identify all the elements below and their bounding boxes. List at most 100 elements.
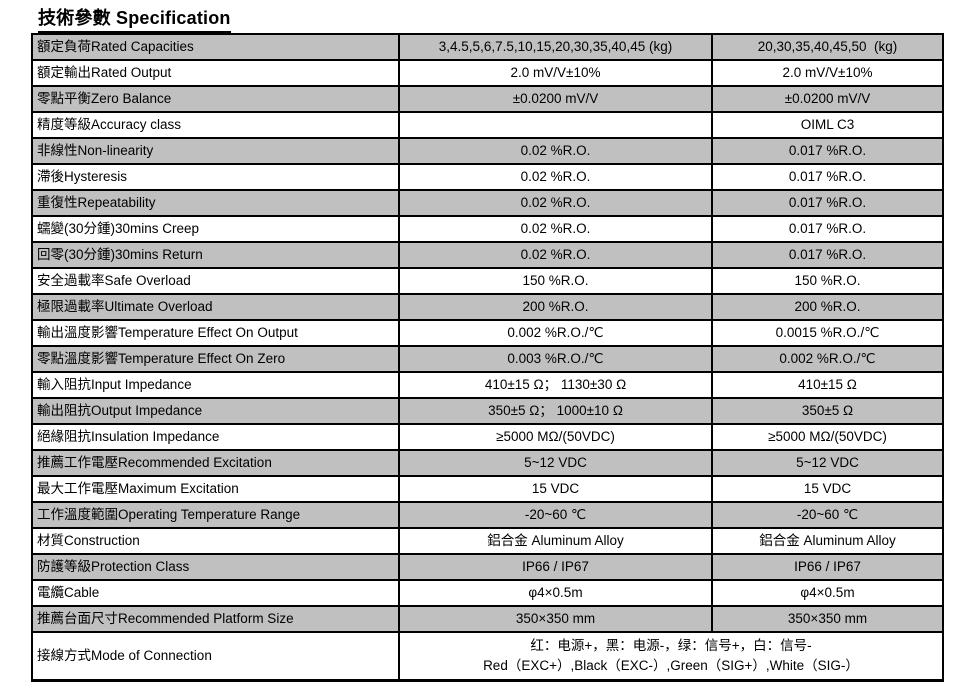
- spec-label: 防護等級Protection Class: [31, 553, 400, 581]
- spec-value-col1: 鋁合金 Aluminum Alloy: [398, 527, 713, 555]
- spec-label: 額定輸出Rated Output: [31, 59, 400, 87]
- spec-label: 蠕變(30分鍾)30mins Creep: [31, 215, 400, 243]
- table-row: 材質Construction 鋁合金 Aluminum Alloy 鋁合金 Alum…: [31, 527, 944, 555]
- spec-value-col1: 2.0 mV/V±10%: [398, 59, 713, 87]
- table-row: 零點平衡Zero Balance ±0.0200 mV/V ±0.0200 mV/V: [31, 85, 944, 113]
- spec-value-col2: 350±5 Ω: [711, 397, 944, 425]
- spec-value-col2: 0.0015 %R.O./℃: [711, 319, 944, 347]
- spec-value-col1: 3,4.5,5,6,7.5,10,15,20,30,35,40,45 (kg): [398, 33, 713, 61]
- spec-value-col2: 5~12 VDC: [711, 449, 944, 477]
- spec-value-col1: ≥5000 MΩ/(50VDC): [398, 423, 713, 451]
- spec-label: 額定負荷Rated Capacities: [31, 33, 400, 61]
- spec-value-col2: 0.017 %R.O.: [711, 189, 944, 217]
- connection-line: Red（EXC+）,Black（EXC-）,Green（SIG+）,White（…: [483, 657, 859, 673]
- spec-value-col2: 鋁合金 Aluminum Alloy: [711, 527, 944, 555]
- table-row: 額定負荷Rated Capacities 3,4.5,5,6,7.5,10,15,…: [31, 33, 944, 61]
- spec-value-col1: 0.002 %R.O./℃: [398, 319, 713, 347]
- table-row: 額定輸出Rated Output 2.0 mV/V±10% 2.0 mV/V±10%: [31, 59, 944, 87]
- spec-label: 輸出阻抗Output Impedance: [31, 397, 400, 425]
- spec-label: 安全過載率Safe Overload: [31, 267, 400, 295]
- spec-label: 重復性Repeatability: [31, 189, 400, 217]
- table-row: 重復性Repeatability 0.02 %R.O. 0.017 %R.O.: [31, 189, 944, 217]
- spec-value-col2: φ4×0.5m: [711, 579, 944, 607]
- spec-value-col1: 150 %R.O.: [398, 267, 713, 295]
- table-row: 輸出阻抗Output Impedance 350±5 Ω； 1000±10 Ω 35…: [31, 397, 944, 425]
- spec-value-col2: 20,30,35,40,45,50 (kg): [711, 33, 944, 61]
- spec-value-col1: 200 %R.O.: [398, 293, 713, 321]
- spec-value-col2: 0.017 %R.O.: [711, 215, 944, 243]
- spec-label: 推薦工作電壓Recommended Excitation: [31, 449, 400, 477]
- spec-label: 零點溫度影響Temperature Effect On Zero: [31, 345, 400, 373]
- spec-label: 接線方式Mode of Connection: [31, 631, 400, 681]
- spec-label: 輸入阻抗Input Impedance: [31, 371, 400, 399]
- spec-value-col1: -20~60 ℃: [398, 501, 713, 529]
- spec-value-col2: 0.017 %R.O.: [711, 241, 944, 269]
- specification-table: 額定負荷Rated Capacities 3,4.5,5,6,7.5,10,15,…: [31, 33, 944, 682]
- spec-label: 材質Construction: [31, 527, 400, 555]
- spec-value-col2: IP66 / IP67: [711, 553, 944, 581]
- spec-value-col1: 350×350 mm: [398, 605, 713, 633]
- spec-value-col1: 0.02 %R.O.: [398, 163, 713, 191]
- table-row: 電纜Cable φ4×0.5m φ4×0.5m: [31, 579, 944, 607]
- spec-label: 最大工作電壓Maximum Excitation: [31, 475, 400, 503]
- spec-value-col1: 5~12 VDC: [398, 449, 713, 477]
- spec-label: 非線性Non-linearity: [31, 137, 400, 165]
- spec-label: 回零(30分鍾)30mins Return: [31, 241, 400, 269]
- spec-value-col2: ±0.0200 mV/V: [711, 85, 944, 113]
- spec-label: 極限過載率Ultimate Overload: [31, 293, 400, 321]
- spec-value-col1: 0.003 %R.O./℃: [398, 345, 713, 373]
- spec-value-col1: φ4×0.5m: [398, 579, 713, 607]
- spec-value-col1: ±0.0200 mV/V: [398, 85, 713, 113]
- spec-value-col1: 0.02 %R.O.: [398, 189, 713, 217]
- spec-value-col1: 0.02 %R.O.: [398, 137, 713, 165]
- spec-value-col2: -20~60 ℃: [711, 501, 944, 529]
- table-row: 絕緣阻抗Insulation Impedance ≥5000 MΩ/(50VDC)…: [31, 423, 944, 451]
- table-row: 安全過載率Safe Overload 150 %R.O. 150 %R.O.: [31, 267, 944, 295]
- spec-value-col2: OIML C3: [711, 111, 944, 139]
- spec-value-col2: 2.0 mV/V±10%: [711, 59, 944, 87]
- table-row: 回零(30分鍾)30mins Return 0.02 %R.O. 0.017 %R.…: [31, 241, 944, 269]
- connection-line: 红：电源+，黑：电源-，绿：信号+，白：信号-: [530, 637, 812, 653]
- spec-value-col2: 150 %R.O.: [711, 267, 944, 295]
- specification-table-body: 額定負荷Rated Capacities 3,4.5,5,6,7.5,10,15,…: [31, 33, 944, 681]
- spec-value-col2: ≥5000 MΩ/(50VDC): [711, 423, 944, 451]
- spec-value-col2: 15 VDC: [711, 475, 944, 503]
- spec-label: 絕緣阻抗Insulation Impedance: [31, 423, 400, 451]
- table-row: 輸入阻抗Input Impedance 410±15 Ω； 1130±30 Ω 41…: [31, 371, 944, 399]
- spec-label: 推薦台面尺寸Recommended Platform Size: [31, 605, 400, 633]
- spec-value-col2: 0.017 %R.O.: [711, 137, 944, 165]
- spec-value-col2: 0.017 %R.O.: [711, 163, 944, 191]
- table-row: 極限過載率Ultimate Overload 200 %R.O. 200 %R.O.: [31, 293, 944, 321]
- spec-label: 工作溫度範圍Operating Temperature Range: [31, 501, 400, 529]
- spec-value-col1: 410±15 Ω； 1130±30 Ω: [398, 371, 713, 399]
- spec-value-col2: 200 %R.O.: [711, 293, 944, 321]
- table-row: 非線性Non-linearity 0.02 %R.O. 0.017 %R.O.: [31, 137, 944, 165]
- table-row: 防護等級Protection Class IP66 / IP67 IP66 / IP…: [31, 553, 944, 581]
- table-row: 輸出溫度影響Temperature Effect On Output 0.002 …: [31, 319, 944, 347]
- spec-label: 電纜Cable: [31, 579, 400, 607]
- spec-value-col1: 0.02 %R.O.: [398, 215, 713, 243]
- spec-value-col1: 350±5 Ω； 1000±10 Ω: [398, 397, 713, 425]
- spec-label: 精度等級Accuracy class: [31, 111, 400, 139]
- spec-value-col2: 410±15 Ω: [711, 371, 944, 399]
- table-row: 推薦工作電壓Recommended Excitation 5~12 VDC 5~12…: [31, 449, 944, 477]
- spec-value-col1: 0.02 %R.O.: [398, 241, 713, 269]
- spec-label: 零點平衡Zero Balance: [31, 85, 400, 113]
- page-title: 技術參數 Specification: [38, 4, 231, 33]
- table-row: 推薦台面尺寸Recommended Platform Size 350×350 m…: [31, 605, 944, 633]
- spec-value-col2: 0.002 %R.O./℃: [711, 345, 944, 373]
- spec-label: 滯後Hysteresis: [31, 163, 400, 191]
- spec-value-col1: [398, 111, 713, 139]
- spec-value-col1: IP66 / IP67: [398, 553, 713, 581]
- table-row: 最大工作電壓Maximum Excitation 15 VDC 15 VDC: [31, 475, 944, 503]
- table-row: 蠕變(30分鍾)30mins Creep 0.02 %R.O. 0.017 %R.O…: [31, 215, 944, 243]
- table-row: 滯後Hysteresis 0.02 %R.O. 0.017 %R.O.: [31, 163, 944, 191]
- spec-label: 輸出溫度影響Temperature Effect On Output: [31, 319, 400, 347]
- table-row: 接線方式Mode of Connection 红：电源+，黑：电源-，绿：信号+，…: [31, 631, 944, 681]
- table-row: 零點溫度影響Temperature Effect On Zero 0.003 %R…: [31, 345, 944, 373]
- table-row: 精度等級Accuracy class OIML C3: [31, 111, 944, 139]
- spec-value-col2: 350×350 mm: [711, 605, 944, 633]
- spec-value-col1: 15 VDC: [398, 475, 713, 503]
- spec-value-connection: 红：电源+，黑：电源-，绿：信号+，白：信号- Red（EXC+）,Black（E…: [398, 631, 944, 681]
